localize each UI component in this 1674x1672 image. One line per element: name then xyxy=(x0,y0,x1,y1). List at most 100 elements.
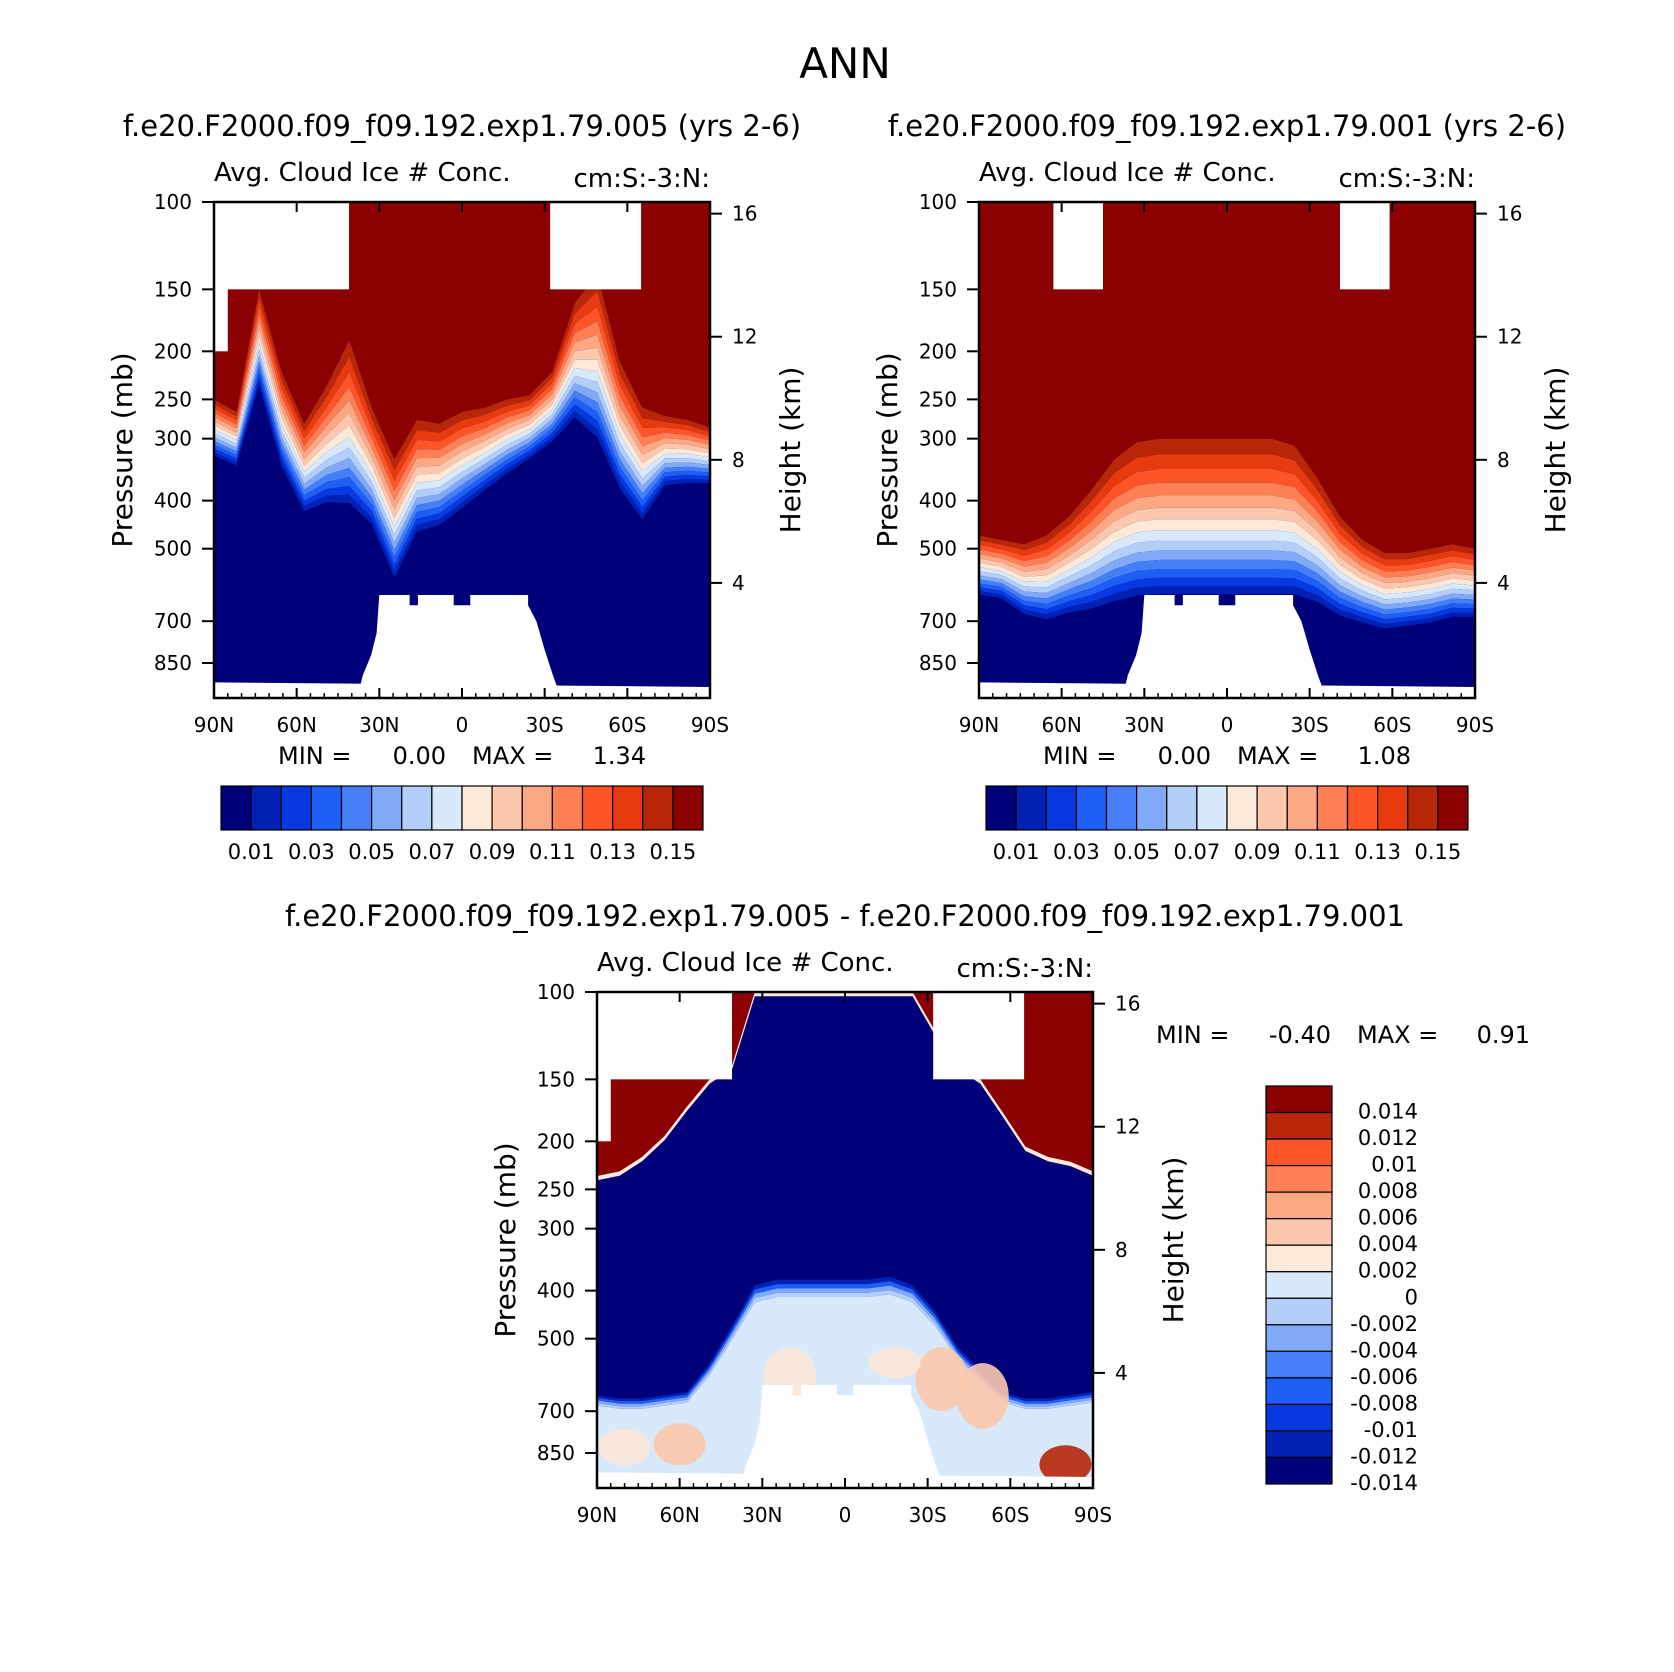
y-tick-label: 400 xyxy=(154,489,192,513)
y-tick-label: 850 xyxy=(537,1441,575,1465)
colorbar-swatch xyxy=(1265,1456,1333,1485)
colorbar-swatch xyxy=(1166,785,1198,831)
field-band xyxy=(214,328,710,519)
x-tick-label: 60N xyxy=(659,1503,699,1527)
colorbar-swatch xyxy=(521,785,553,831)
panel-2-subtitle-left: Avg. Cloud Ice # Conc. xyxy=(979,158,1276,188)
x-tick-label: 30N xyxy=(1124,713,1164,737)
x-tick-label: 30S xyxy=(1291,713,1329,737)
colorbar-swatch xyxy=(280,785,312,831)
panel-2-colorbar: 0.01 0.03 0.05 0.07 0.09 0.11 0.13 0.15 xyxy=(985,785,1469,864)
field-band xyxy=(214,349,710,543)
colorbar-label: 0.09 xyxy=(469,840,516,864)
colorbar-swatch xyxy=(1265,1244,1333,1273)
panel-2-subtitle-right: cm:S:-3:N: xyxy=(1338,164,1475,194)
field-band xyxy=(214,321,710,510)
field-band xyxy=(214,342,710,535)
colorbar-swatch xyxy=(1075,785,1108,831)
colorbar-swatch xyxy=(551,785,584,831)
x-tick-label: 60N xyxy=(276,713,316,737)
panel-3-max-label: MAX = xyxy=(1357,1021,1438,1049)
panel-1-axes: 90N 60N 30N 0 30S 60S 90S 100 150 200 250 300 400 500… xyxy=(154,190,758,737)
colorbar-label: -0.006 xyxy=(1350,1365,1418,1389)
colorbar-swatch xyxy=(1265,1085,1333,1114)
colorbar-swatch xyxy=(1196,785,1228,831)
x-tick-label: 60S xyxy=(608,713,646,737)
y-tick-label: 300 xyxy=(154,427,192,451)
field-band xyxy=(214,361,710,558)
topography-mask xyxy=(357,595,562,698)
y-tick-label: 400 xyxy=(919,489,957,513)
x-tick-label: 60S xyxy=(991,1503,1029,1527)
field-anomaly xyxy=(956,1363,1009,1429)
x-tick-label: 0 xyxy=(1221,713,1234,737)
colorbar-swatch xyxy=(985,785,1017,831)
field-band xyxy=(979,507,1475,589)
colorbar-swatch xyxy=(1265,1350,1333,1379)
y-right-tick-label: 4 xyxy=(1115,1361,1128,1385)
y-tick-label: 150 xyxy=(537,1067,575,1091)
panel-1-min-value: 0.00 xyxy=(393,742,446,770)
colorbar-swatch xyxy=(1265,1138,1333,1167)
colorbar-swatch xyxy=(1226,785,1258,831)
y-tick-label: 700 xyxy=(537,1399,575,1423)
missing-data-box xyxy=(550,202,642,290)
field-band xyxy=(214,379,710,578)
panel-1-max-value: 1.34 xyxy=(593,742,646,770)
colorbar-swatch xyxy=(1265,1403,1333,1432)
y-tick-label: 700 xyxy=(154,609,192,633)
colorbar-label: 0.11 xyxy=(529,840,576,864)
colorbar-label: 0.03 xyxy=(1053,840,1100,864)
y-tick-label: 700 xyxy=(919,609,957,633)
field-band xyxy=(214,335,710,527)
colorbar-label: 0.07 xyxy=(1173,840,1220,864)
missing-data-box xyxy=(1053,202,1103,290)
colorbar-swatch xyxy=(401,785,433,831)
panel-3-axes: 90N 60N 30N 0 30S 60S 90S 100 150 200 250 300 400 500… xyxy=(537,980,1141,1527)
colorbar-label: 0.008 xyxy=(1358,1179,1418,1203)
field-band xyxy=(979,550,1475,610)
colorbar-swatch xyxy=(642,785,674,831)
panel-2-min-label: MIN = xyxy=(1043,742,1116,770)
y-tick-label: 100 xyxy=(154,190,192,214)
colorbar-swatch xyxy=(1316,785,1349,831)
panel-2-axes: 90N 60N 30N 0 30S 60S 90S 100 150 200 250 300 400 500… xyxy=(919,190,1523,737)
x-tick-label: 90S xyxy=(1074,1503,1112,1527)
field-anomaly xyxy=(868,1347,921,1378)
field-band xyxy=(979,519,1475,595)
y-tick-label: 200 xyxy=(919,339,957,363)
x-tick-label: 90S xyxy=(691,713,729,737)
field-band xyxy=(214,305,710,491)
field-band xyxy=(214,373,710,572)
field-band xyxy=(979,495,1475,584)
colorbar-swatch xyxy=(340,785,373,831)
colorbar-label: 0 xyxy=(1405,1285,1418,1309)
panel-3: f.e20.F2000.f09_f09.192.exp1.79.005 - f.… xyxy=(285,899,1530,1527)
y-tick-label: 250 xyxy=(919,387,957,411)
colorbar-swatch xyxy=(581,785,614,831)
colorbar-swatch xyxy=(371,785,403,831)
colorbar-label: 0.012 xyxy=(1358,1126,1418,1150)
y-tick-label: 500 xyxy=(537,1327,575,1351)
colorbar-label: -0.004 xyxy=(1350,1338,1418,1362)
colorbar-label: 0.004 xyxy=(1358,1232,1418,1256)
field-band xyxy=(214,355,710,551)
y-tick-label: 100 xyxy=(919,190,957,214)
panel-3-min-label: MIN = xyxy=(1156,1021,1229,1049)
colorbar-swatch xyxy=(1265,1218,1333,1246)
colorbar-label: -0.008 xyxy=(1350,1391,1418,1415)
x-tick-label: 30N xyxy=(742,1503,782,1527)
colorbar-label: -0.012 xyxy=(1350,1444,1418,1468)
colorbar-label: 0.014 xyxy=(1358,1100,1418,1124)
field-band xyxy=(979,559,1475,615)
y-right-tick-label: 8 xyxy=(732,448,745,472)
colorbar-swatch xyxy=(1265,1164,1333,1193)
y-right-tick-label: 12 xyxy=(1497,325,1522,349)
y-right-tick-label: 8 xyxy=(1497,448,1510,472)
field-neutral-band xyxy=(597,1294,1093,1488)
colorbar-swatch xyxy=(1407,785,1439,831)
x-tick-label: 30S xyxy=(909,1503,947,1527)
colorbar-label: 0.05 xyxy=(1113,840,1160,864)
colorbar-label: 0.002 xyxy=(1358,1259,1418,1283)
panel-1-subtitle-left: Avg. Cloud Ice # Conc. xyxy=(214,158,511,188)
